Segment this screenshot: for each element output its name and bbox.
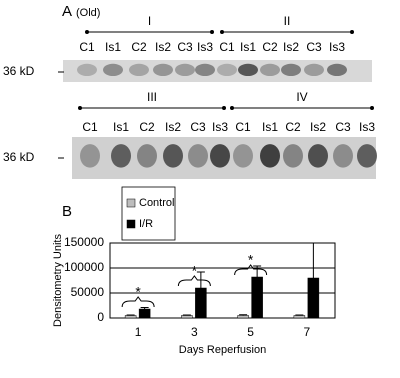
legend-swatch bbox=[126, 198, 136, 208]
lane-label: C3 bbox=[190, 120, 206, 134]
lane-label: C2 bbox=[285, 120, 301, 134]
blot-band bbox=[153, 63, 173, 77]
blot-band bbox=[217, 63, 237, 77]
group-end bbox=[210, 30, 214, 34]
plot-frame bbox=[109, 242, 336, 319]
lane-label: Is2 bbox=[155, 40, 171, 54]
bar bbox=[237, 315, 249, 319]
lane-label: Is3 bbox=[329, 40, 345, 54]
significance-mark: * bbox=[192, 263, 198, 279]
panel-label: B bbox=[62, 203, 72, 220]
bar bbox=[307, 277, 320, 319]
y-tick-label: 100000 bbox=[64, 260, 104, 274]
group-end bbox=[222, 106, 226, 110]
blot-band bbox=[260, 63, 280, 77]
significance-mark: * bbox=[135, 284, 141, 300]
marker-label: 36 kD bbox=[3, 150, 35, 164]
y-tick-label: 150000 bbox=[64, 235, 104, 249]
x-tick-label: 3 bbox=[191, 325, 198, 339]
lane-label: Is1 bbox=[262, 120, 278, 134]
lane-label: C3 bbox=[335, 120, 351, 134]
group-end bbox=[350, 30, 354, 34]
bar bbox=[124, 315, 137, 319]
blot-band bbox=[129, 63, 149, 77]
lane-label: Is3 bbox=[212, 120, 228, 134]
blot-band bbox=[333, 144, 353, 168]
blot-band bbox=[233, 144, 253, 168]
group-end bbox=[230, 106, 234, 110]
group-label: I bbox=[148, 14, 151, 28]
blot-band bbox=[327, 63, 347, 77]
significance-brace bbox=[121, 296, 155, 308]
lane-label: C2 bbox=[262, 40, 278, 54]
lane-label: Is1 bbox=[105, 40, 121, 54]
group-end bbox=[370, 106, 374, 110]
y-tick-label: 0 bbox=[97, 310, 104, 324]
significance-mark: * bbox=[248, 252, 254, 268]
panel-label: A bbox=[62, 3, 72, 20]
lane-label: Is1 bbox=[240, 40, 256, 54]
blot-band bbox=[80, 144, 100, 168]
lane-label: C1 bbox=[219, 40, 235, 54]
blot-band bbox=[210, 144, 230, 168]
significance-brace bbox=[177, 275, 211, 287]
lane-label: Is1 bbox=[113, 120, 129, 134]
lane-label: C3 bbox=[306, 40, 322, 54]
x-tick-label: 1 bbox=[135, 325, 142, 339]
y-tick-label: 50000 bbox=[71, 285, 105, 299]
lane-label: Is2 bbox=[283, 40, 299, 54]
bar bbox=[138, 308, 151, 319]
lane-label: Is3 bbox=[197, 40, 213, 54]
group-end bbox=[78, 106, 82, 110]
group-label: III bbox=[147, 90, 157, 104]
bar bbox=[181, 315, 193, 319]
bar bbox=[195, 287, 207, 319]
blot-band bbox=[260, 144, 280, 168]
bar bbox=[293, 315, 306, 319]
group-end bbox=[220, 30, 224, 34]
blot-band bbox=[77, 63, 97, 77]
blot-band bbox=[238, 63, 258, 77]
marker-label: 36 kD bbox=[3, 64, 35, 78]
blot-band bbox=[163, 144, 183, 168]
legend-box bbox=[121, 186, 176, 241]
x-tick-label: 5 bbox=[247, 325, 254, 339]
lane-label: Is2 bbox=[310, 120, 326, 134]
lane-label: C2 bbox=[139, 120, 155, 134]
lane-label: Is3 bbox=[359, 120, 375, 134]
blot-band bbox=[283, 144, 303, 168]
blot-band bbox=[357, 144, 377, 168]
legend-swatch bbox=[126, 219, 136, 229]
lane-label: C2 bbox=[131, 40, 147, 54]
blot-band bbox=[188, 144, 208, 168]
legend-label: Control bbox=[139, 197, 174, 209]
blot-band bbox=[111, 144, 131, 168]
x-tick-label: 7 bbox=[304, 325, 311, 339]
blot-band bbox=[195, 63, 215, 77]
lane-label: C3 bbox=[177, 40, 193, 54]
blot-band bbox=[175, 63, 195, 77]
legend-label: I/R bbox=[139, 218, 153, 230]
lane-label: Is2 bbox=[165, 120, 181, 134]
blot-band bbox=[304, 63, 324, 77]
lane-label: C1 bbox=[82, 120, 98, 134]
panel-sublabel: (Old) bbox=[76, 7, 100, 19]
blot-band bbox=[137, 144, 157, 168]
blot-band bbox=[308, 144, 328, 168]
group-label: IV bbox=[296, 90, 307, 104]
blot-band bbox=[281, 63, 301, 77]
group-end bbox=[85, 30, 89, 34]
group-label: II bbox=[284, 14, 291, 28]
bar bbox=[251, 276, 263, 319]
significance-brace bbox=[234, 264, 268, 276]
y-axis-label: Densitometry Units bbox=[52, 234, 64, 327]
lane-label: C1 bbox=[235, 120, 251, 134]
lane-label: C1 bbox=[79, 40, 95, 54]
blot-band bbox=[103, 63, 123, 77]
x-axis-label: Days Reperfusion bbox=[179, 344, 266, 356]
